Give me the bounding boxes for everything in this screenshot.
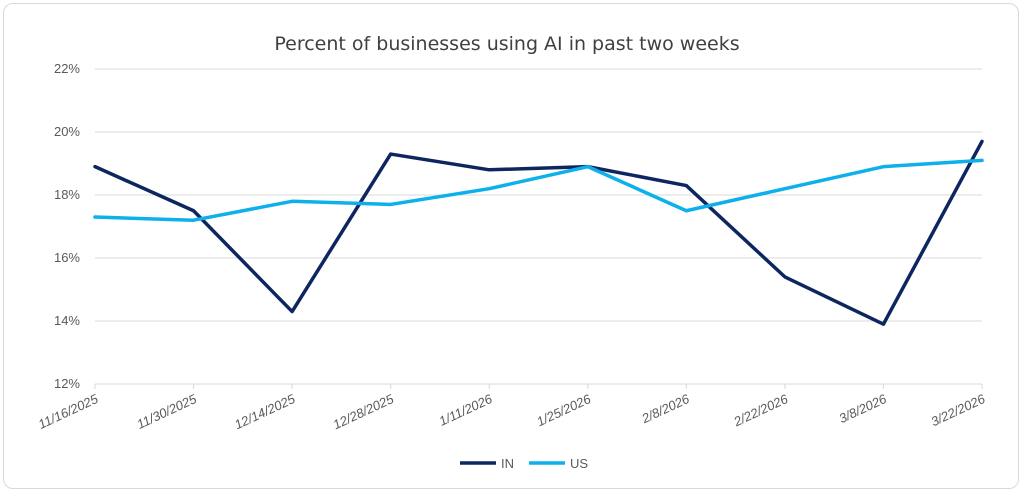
- chart-card: [3, 3, 1019, 489]
- series-lines: [93, 139, 984, 326]
- data-point-us: [783, 187, 787, 191]
- data-point-in: [389, 152, 393, 156]
- legend-label-us: US: [570, 456, 588, 471]
- data-point-us: [881, 165, 885, 169]
- x-tick-label: 12/28/2025: [331, 391, 397, 432]
- y-tick-label: 14%: [54, 313, 80, 328]
- x-tick-label: 11/16/2025: [36, 391, 101, 432]
- series-line-in: [93, 139, 984, 326]
- data-point-in: [487, 168, 491, 172]
- gridlines: [95, 68, 982, 322]
- y-axis-ticks: 12% 14% 16% 18% 20% 22%: [54, 61, 80, 391]
- data-point-us: [586, 165, 590, 169]
- y-tick-label: 20%: [54, 124, 80, 139]
- legend: IN US: [460, 456, 588, 471]
- y-tick-label: 12%: [54, 376, 80, 391]
- x-tick-label: 2/22/2026: [730, 391, 790, 430]
- data-point-us: [389, 202, 393, 206]
- data-point-in: [290, 310, 294, 314]
- x-tick-label: 3/8/2026: [837, 391, 890, 426]
- x-axis-ticks: 11/16/2025 11/30/2025 12/14/2025 12/28/2025…: [36, 384, 988, 432]
- x-tick-label: 1/25/2026: [534, 391, 593, 429]
- x-tick-label: 1/11/2026: [437, 391, 496, 429]
- x-tick-label: 11/30/2025: [134, 391, 199, 432]
- y-tick-label: 22%: [54, 61, 80, 76]
- data-point-us: [487, 187, 491, 191]
- data-point-us: [684, 209, 688, 213]
- chart-title: Percent of businesses using AI in past t…: [274, 33, 739, 55]
- data-point-in: [684, 184, 688, 188]
- data-point-in: [881, 322, 885, 326]
- x-tick-label: 3/22/2026: [929, 391, 988, 429]
- data-point-us: [93, 215, 97, 219]
- data-point-us: [290, 199, 294, 203]
- x-tick-label: 12/14/2025: [232, 391, 298, 432]
- data-point-in: [980, 139, 984, 143]
- x-tick-label: 2/8/2026: [638, 391, 692, 427]
- legend-label-in: IN: [501, 456, 514, 471]
- y-tick-label: 18%: [54, 187, 80, 202]
- data-point-us: [980, 158, 984, 162]
- y-tick-label: 16%: [54, 250, 80, 265]
- data-point-in: [192, 209, 196, 213]
- data-point-in: [783, 275, 787, 279]
- series-line-us: [93, 158, 984, 222]
- data-point-in: [93, 165, 97, 169]
- data-point-us: [192, 218, 196, 222]
